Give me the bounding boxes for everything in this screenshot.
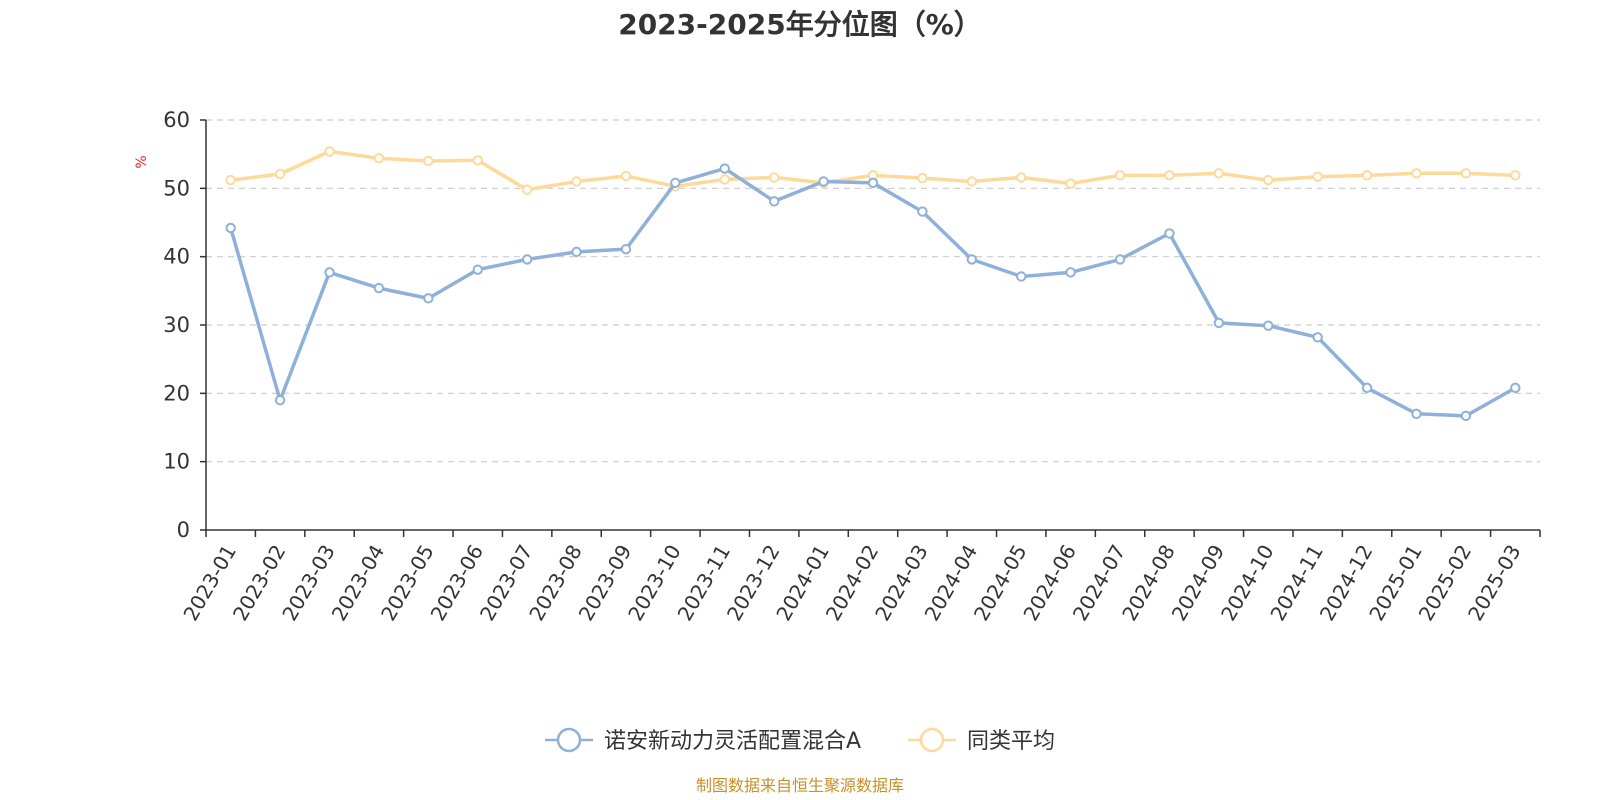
source-note: 制图数据来自恒生聚源数据库 bbox=[696, 776, 904, 795]
axes: 01020304050602023-012023-022023-032023-0… bbox=[163, 108, 1541, 625]
data-point[interactable] bbox=[225, 174, 236, 186]
y-tick-label: 0 bbox=[177, 518, 190, 542]
data-point[interactable] bbox=[1411, 408, 1422, 420]
data-point[interactable] bbox=[1213, 168, 1225, 179]
y-tick-label: 50 bbox=[163, 176, 190, 200]
data-point[interactable] bbox=[620, 170, 632, 182]
data-point[interactable] bbox=[966, 176, 978, 187]
data-point[interactable] bbox=[324, 267, 335, 278]
data-point[interactable] bbox=[1213, 317, 1225, 329]
y-tick-label: 40 bbox=[163, 245, 190, 269]
legend-marker bbox=[556, 727, 582, 753]
data-point[interactable] bbox=[966, 254, 978, 265]
data-point[interactable] bbox=[373, 282, 385, 294]
y-tick-label: 10 bbox=[163, 450, 190, 474]
legend-item-0[interactable]: 诺安新动力灵活配置混合A bbox=[545, 727, 861, 754]
data-point[interactable] bbox=[1164, 228, 1175, 239]
data-point[interactable] bbox=[274, 394, 286, 406]
data-point[interactable] bbox=[1263, 174, 1274, 186]
data-point[interactable] bbox=[719, 163, 730, 174]
data-point[interactable] bbox=[768, 196, 780, 207]
y-axis-unit: % bbox=[134, 155, 150, 168]
legend[interactable]: 诺安新动力灵活配置混合A 同类平均 bbox=[545, 727, 1055, 754]
data-point[interactable] bbox=[472, 155, 483, 166]
data-point[interactable] bbox=[1361, 382, 1373, 394]
series-0 bbox=[225, 163, 1521, 422]
data-point[interactable] bbox=[225, 222, 236, 234]
y-tick-label: 30 bbox=[163, 313, 190, 337]
data-point[interactable] bbox=[571, 176, 582, 187]
data-point[interactable] bbox=[521, 254, 533, 265]
data-point[interactable] bbox=[571, 246, 582, 258]
data-point[interactable] bbox=[1114, 254, 1126, 265]
data-point[interactable] bbox=[1016, 271, 1027, 282]
data-point[interactable] bbox=[1164, 170, 1175, 181]
data-point[interactable] bbox=[867, 177, 879, 189]
data-point[interactable] bbox=[423, 155, 434, 167]
data-point[interactable] bbox=[917, 206, 928, 217]
grid-lines bbox=[206, 119, 1540, 463]
data-point[interactable] bbox=[719, 174, 730, 185]
data-point[interactable] bbox=[1460, 410, 1472, 422]
data-point[interactable] bbox=[1065, 267, 1076, 278]
data-point[interactable] bbox=[1114, 170, 1126, 181]
data-point[interactable] bbox=[1312, 171, 1323, 182]
data-point[interactable] bbox=[1263, 320, 1274, 331]
data-point[interactable] bbox=[472, 264, 483, 275]
legend-marker bbox=[919, 727, 945, 753]
series-1 bbox=[225, 146, 1521, 195]
data-point[interactable] bbox=[1510, 170, 1521, 181]
data-point[interactable] bbox=[768, 172, 780, 183]
y-tick-label: 20 bbox=[163, 381, 190, 405]
data-point[interactable] bbox=[1361, 170, 1373, 181]
data-point[interactable] bbox=[620, 243, 632, 255]
data-point[interactable] bbox=[1411, 168, 1422, 179]
data-point[interactable] bbox=[1510, 382, 1521, 394]
series-lines bbox=[225, 146, 1521, 422]
data-point[interactable] bbox=[670, 177, 681, 189]
series-line-0 bbox=[228, 166, 1518, 418]
chart-title: 2023-2025年分位图（%） bbox=[618, 8, 982, 41]
data-point[interactable] bbox=[1016, 172, 1027, 183]
legend-label: 同类平均 bbox=[967, 729, 1055, 754]
y-tick-label: 60 bbox=[163, 108, 190, 132]
data-point[interactable] bbox=[1312, 332, 1323, 343]
data-point[interactable] bbox=[521, 184, 533, 195]
data-point[interactable] bbox=[1460, 168, 1472, 179]
data-point[interactable] bbox=[917, 172, 928, 184]
data-point[interactable] bbox=[818, 176, 829, 187]
data-point[interactable] bbox=[274, 168, 286, 180]
data-point[interactable] bbox=[1065, 178, 1076, 189]
legend-label: 诺安新动力灵活配置混合A bbox=[604, 729, 861, 754]
legend-item-1[interactable]: 同类平均 bbox=[908, 727, 1055, 754]
data-point[interactable] bbox=[373, 153, 385, 164]
data-point[interactable] bbox=[423, 293, 434, 304]
data-point[interactable] bbox=[324, 146, 335, 157]
